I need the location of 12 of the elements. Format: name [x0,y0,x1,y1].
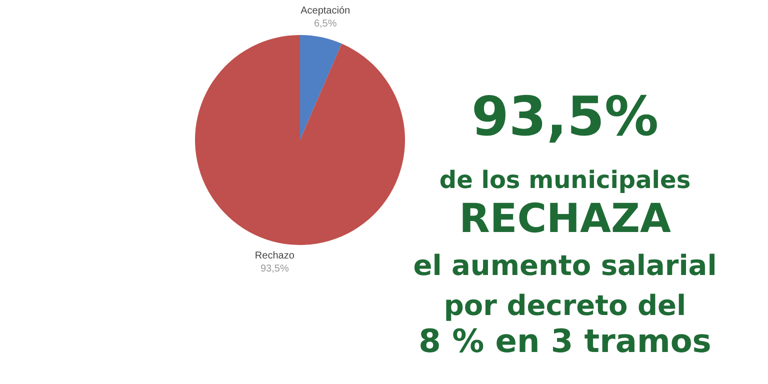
text: 93,5% [471,85,659,148]
data-label: 6,5% [314,18,337,30]
text: el aumento salarial [413,249,717,282]
text: de los municipales [439,166,691,194]
text: RECHAZA [459,196,671,242]
slice-label: Aceptación [300,6,350,17]
text: por decreto del [444,289,686,322]
pie-slice [300,35,342,140]
text: 8 % en 3 tramos [418,322,712,360]
data-label: 93,5% [260,263,289,274]
slice-label: Rechazo [254,250,295,262]
pie-slice [195,35,405,245]
